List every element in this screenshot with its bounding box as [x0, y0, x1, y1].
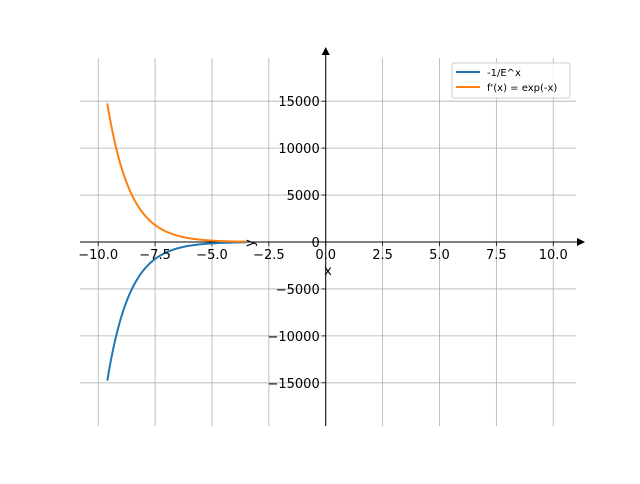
- x-tick-label: 10.0: [539, 248, 568, 263]
- x-tick-label: −7.5: [139, 248, 171, 263]
- x-tick-label: −2.5: [253, 248, 285, 263]
- legend-label-1: f'(x) = exp(-x): [487, 83, 557, 94]
- x-tick-label: 0.0: [315, 248, 336, 263]
- series-line-0: [106, 241, 247, 381]
- x-tick-label: 5.0: [429, 248, 450, 263]
- y-tick-label: 0: [311, 236, 319, 251]
- x-axis-label: x: [324, 264, 332, 279]
- x-tick-label: −5.0: [196, 248, 228, 263]
- y-axis-arrow: [321, 47, 330, 55]
- legend-box: [451, 62, 571, 99]
- legend-label-0: -1/E^x: [487, 68, 521, 79]
- series-lines: [106, 103, 247, 381]
- y-tick-label: −10000: [267, 330, 319, 345]
- y-tick-label: −5000: [276, 283, 320, 298]
- x-axis-arrow: [577, 238, 585, 246]
- x-tick-label: −10.0: [78, 248, 118, 263]
- series-line-1: [106, 103, 247, 243]
- tick-labels: −10.0 −7.5 −5.0 −2.5 0.0 2.5 5.0 7.5 10.0 −15000 −…: [78, 95, 567, 392]
- y-tick-label: 5000: [287, 189, 320, 204]
- axes: [80, 47, 585, 426]
- x-tick-label: 7.5: [486, 248, 507, 263]
- x-tick-label: 2.5: [372, 248, 393, 263]
- legend: -1/E^x f'(x) = exp(-x): [451, 62, 571, 99]
- y-tick-label: 15000: [278, 95, 319, 110]
- y-tick-label: 10000: [278, 142, 319, 157]
- y-tick-label: −15000: [267, 377, 319, 392]
- y-axis-label: y: [243, 239, 258, 247]
